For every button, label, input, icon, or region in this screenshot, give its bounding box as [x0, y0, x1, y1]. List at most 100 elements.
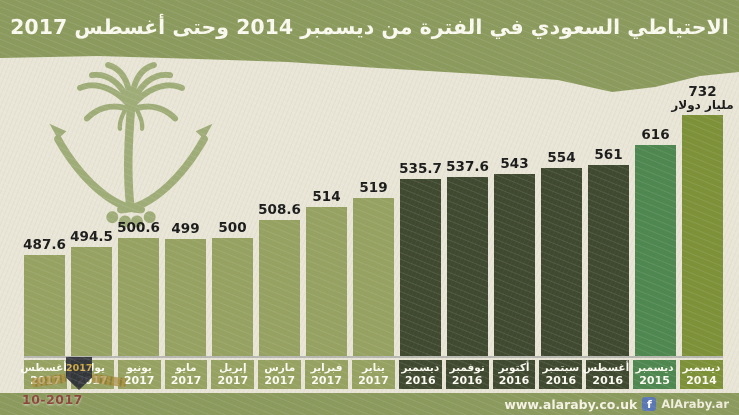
bar-slot: 554 [541, 70, 582, 356]
x-axis-month: أغسطس [582, 362, 630, 374]
bar [682, 115, 723, 356]
bar [588, 165, 629, 356]
bar-slot: 499 [165, 70, 206, 356]
bar [541, 168, 582, 356]
bar-slot: 494.5 [70, 70, 113, 356]
bar [635, 145, 676, 356]
bar-value-label: 500.6 [117, 219, 160, 236]
x-axis-band: أغسطس2017يوليو2017يونيو2017مايو2017إبريل… [20, 360, 723, 389]
x-axis-month: مايو [175, 362, 197, 374]
x-axis-tile: فبراير 2017 [305, 360, 349, 389]
bar-value-label: 500 [218, 219, 247, 236]
bar [259, 220, 300, 356]
bar [165, 239, 206, 356]
bar-chart: 487.6 494.5 500.6 499 500 508.6 514 519 535.7 537… [23, 70, 734, 356]
bar-value-label: 616 [641, 126, 670, 143]
shield-year-text: 2017 [66, 363, 93, 374]
bar [494, 174, 535, 356]
bar-value-label: 499 [171, 220, 200, 237]
footer-band: www.alaraby.co.uk f AlAraby.ar [0, 393, 739, 415]
bar [400, 179, 441, 356]
bar [212, 238, 253, 356]
x-axis-year: 2017 [123, 373, 155, 387]
x-axis-year: 2017 [217, 373, 249, 387]
bar-value-label: 535.7 [399, 160, 442, 177]
x-axis-tile: إبريل 2017 [211, 360, 255, 389]
x-axis-tile: أغسطس 2016 [582, 360, 630, 389]
bar-slot: 500 [212, 70, 253, 356]
wing-right-icon [91, 373, 127, 388]
x-axis-year: 2016 [592, 373, 624, 387]
x-axis-month: نوفمبر [449, 362, 485, 374]
x-axis-month: أكتوبر [498, 362, 530, 374]
x-axis-month: سبتمبر [542, 362, 580, 374]
bar-slot: 487.6 [23, 70, 66, 356]
website-url: www.alaraby.co.uk [504, 396, 638, 412]
x-axis-month: إبريل [219, 362, 247, 374]
bar-value-label: 494.5 [70, 228, 113, 245]
facebook-icon: f [642, 397, 657, 411]
x-axis-tile: يناير 2017 [352, 360, 395, 389]
x-axis-year: 2016 [545, 373, 577, 387]
chart-title: الاحتياطي السعودي في الفترة من ديسمبر 20… [10, 15, 729, 39]
x-axis-tile: أكتوبر 2016 [492, 360, 536, 389]
x-axis-year: 2017 [311, 373, 342, 387]
bar-slot: 543 [494, 70, 535, 356]
bar [306, 207, 347, 356]
saudi-emblem-watermark [49, 62, 213, 228]
x-axis-tile: سبتمبر 2016 [539, 360, 583, 389]
bar-value-label: 561 [594, 146, 623, 163]
bar-slot: 537.6 [446, 70, 489, 356]
x-axis-month: يونيو [126, 362, 152, 374]
bar-slot: 535.7 [399, 70, 442, 356]
watermark-date: 10-2017 [22, 392, 83, 407]
bar-value-label: 554 [547, 149, 576, 166]
x-axis-year: 2017 [170, 373, 202, 387]
x-axis-tile: ديسمبر 2014 [680, 360, 723, 389]
x-axis-tile: ديسمبر 2016 [398, 360, 442, 389]
bar-slot: 519 [353, 70, 394, 356]
bar-slot: 514 [306, 70, 347, 356]
x-axis-year: 2016 [404, 373, 436, 387]
chart-baseline [24, 356, 723, 358]
x-axis-year: 2017 [264, 373, 296, 387]
bar-value-label: 537.6 [446, 158, 489, 175]
x-axis-month: ديسمبر [401, 362, 440, 374]
bar [24, 255, 65, 356]
bar-value-label: 732 مليار دولار [671, 84, 734, 113]
x-axis-tile: يونيو 2017 [117, 360, 161, 389]
bar-value-label: 514 [312, 188, 341, 205]
x-axis-month: يناير [362, 362, 385, 374]
facebook-handle: AlAraby.ar [661, 397, 729, 411]
bar-value-label: 487.6 [23, 236, 66, 253]
x-axis-month: ديسمبر [635, 362, 674, 374]
uploader-watermark: 2017 10-2017 [16, 354, 146, 412]
bar-slot: 508.6 [258, 70, 301, 356]
x-axis-tile: نوفمبر 2016 [445, 360, 489, 389]
x-axis-month: ديسمبر [682, 362, 721, 374]
bar-slot: 500.6 [117, 70, 160, 356]
bar [353, 198, 394, 356]
bar [71, 247, 112, 356]
bar-slot: 732 مليار دولار [671, 70, 734, 356]
bar-unit-label: مليار دولار [671, 98, 734, 113]
x-axis-year: 2016 [451, 373, 483, 387]
x-axis-year: 2014 [686, 373, 717, 387]
x-axis-tile: مايو 2017 [164, 360, 208, 389]
bar-slot: 561 [588, 70, 629, 356]
x-axis-month: فبراير [310, 362, 343, 374]
x-axis-year: 2015 [639, 373, 670, 387]
wing-left-icon [31, 373, 67, 388]
x-axis-year: 2016 [498, 373, 530, 387]
bar [118, 238, 159, 356]
bar-value-label: 519 [359, 179, 388, 196]
x-axis-year: 2017 [358, 373, 389, 387]
x-axis-month: أغسطس [20, 362, 67, 374]
x-axis-tile: مارس 2017 [258, 360, 302, 389]
bar-value-label: 508.6 [258, 201, 301, 218]
x-axis-tile: ديسمبر 2015 [633, 360, 677, 389]
bar-value-label: 543 [500, 155, 529, 172]
bar-slot: 616 [635, 70, 676, 356]
bar [447, 177, 488, 356]
x-axis-month: مارس [264, 362, 296, 374]
